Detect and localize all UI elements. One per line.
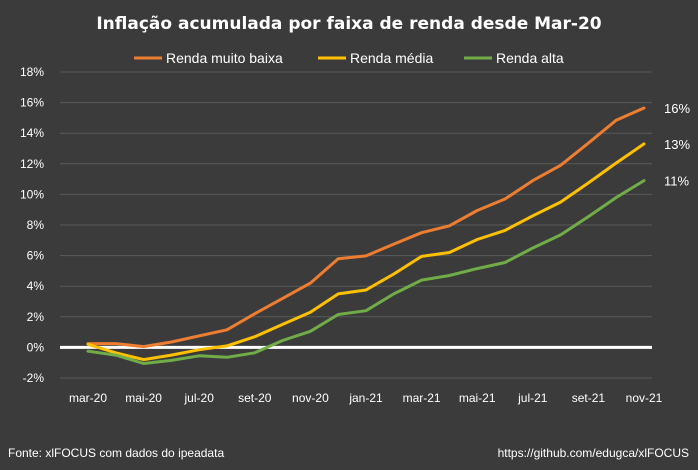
y-tick-label: 4% <box>27 279 45 293</box>
legend-label: Renda média <box>350 50 433 66</box>
end-value-label: 13% <box>664 137 690 152</box>
end-value-label: 11% <box>664 174 689 189</box>
legend-label: Renda alta <box>496 50 564 66</box>
series-line <box>86 106 646 349</box>
end-labels: 16% 13% 11% <box>664 101 690 189</box>
y-tick-label: 10% <box>20 187 44 201</box>
source-url[interactable]: https://github.com/edugca/xlFOCUS <box>498 446 689 460</box>
series-line <box>86 142 646 362</box>
x-axis: mar-20 mai-20 jul-20 set-20 nov-20 jan-21 mar-… <box>69 391 663 405</box>
x-tick-label: set-21 <box>572 391 606 405</box>
y-tick-label: 0% <box>27 340 45 354</box>
y-tick-label: 16% <box>20 96 44 110</box>
x-tick-label: mar-20 <box>69 391 107 405</box>
series-lines <box>86 106 646 365</box>
y-axis: -2% 0% 2% 4% 6% 8% 10% 12% 14% 16% 18% <box>20 65 44 385</box>
x-tick-label: set-20 <box>238 391 272 405</box>
x-tick-label: mar-21 <box>403 391 441 405</box>
x-tick-label: nov-20 <box>292 391 329 405</box>
x-tick-label: jul-20 <box>184 391 215 405</box>
x-tick-label: mai-20 <box>125 391 162 405</box>
y-tick-label: 6% <box>27 249 45 263</box>
y-tick-label: 8% <box>27 218 45 232</box>
x-tick-label: jan-21 <box>348 391 383 405</box>
source-note: Fonte: xlFOCUS com dados do ipeadata <box>8 446 224 460</box>
y-tick-label: -2% <box>23 371 45 385</box>
x-tick-label: jul-21 <box>517 391 548 405</box>
y-tick-label: 2% <box>27 310 45 324</box>
y-tick-label: 18% <box>20 65 44 79</box>
legend: Renda muito baixa Renda média Renda alta <box>134 50 564 66</box>
y-tick-label: 14% <box>20 126 44 140</box>
x-tick-label: mai-21 <box>459 391 496 405</box>
end-value-label: 16% <box>664 101 690 116</box>
legend-label: Renda muito baixa <box>166 50 283 66</box>
chart-title: Inflação acumulada por faixa de renda de… <box>96 14 601 34</box>
gridlines <box>60 71 652 379</box>
series-line <box>86 179 646 365</box>
x-tick-label: nov-21 <box>626 391 663 405</box>
y-tick-label: 12% <box>20 157 44 171</box>
